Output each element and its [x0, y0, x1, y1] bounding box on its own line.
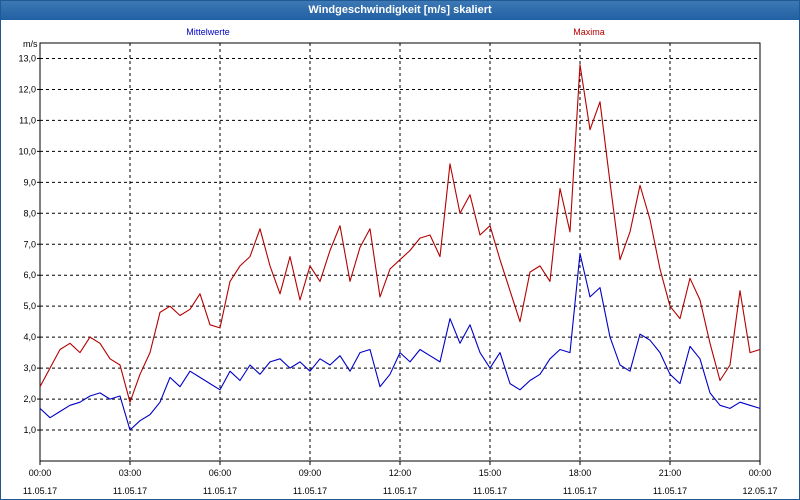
y-axis-label: m/s — [23, 39, 38, 49]
x-tick-date-label: 11.05.17 — [563, 486, 597, 496]
plot-border — [39, 42, 761, 462]
x-tick-date-label: 11.05.17 — [293, 486, 327, 496]
x-tick-time-label: 00:00 — [749, 468, 772, 478]
x-tick-time-label: 00:00 — [29, 468, 52, 478]
x-tick-time-label: 21:00 — [659, 468, 682, 478]
x-tick-date-label: 11.05.17 — [653, 486, 687, 496]
x-tick-time-label: 18:00 — [569, 468, 592, 478]
y-tick-label: 13,0 — [18, 53, 36, 63]
x-tick-time-label: 09:00 — [299, 468, 322, 478]
legend-mittelwerte: Mittelwerte — [186, 27, 230, 37]
y-tick-label: 6,0 — [23, 270, 36, 280]
x-tick-time-label: 06:00 — [209, 468, 232, 478]
series-line-maxima — [39, 64, 761, 403]
plot-frame — [37, 42, 761, 465]
x-tick-date-label: 11.05.17 — [473, 486, 507, 496]
series-line-mittelwerte — [39, 252, 761, 431]
y-tick-label: 5,0 — [23, 301, 36, 311]
y-tick-label: 12,0 — [18, 84, 36, 94]
grid-lines — [40, 43, 760, 461]
window-title: Windgeschwindigkeit [m/s] skaliert — [1, 1, 799, 20]
y-tick-label: 3,0 — [23, 363, 36, 373]
tick-labels: 1,0 2,0 3,0 4,0 5,0 6,0 7,0 8,0 9,0 10,0 11,0 12,0 1… — [18, 53, 777, 496]
x-tick-date-label: 11.05.17 — [113, 486, 147, 496]
y-tick-label: 4,0 — [23, 332, 36, 342]
x-tick-date-label: 11.05.17 — [203, 486, 237, 496]
x-tick-time-label: 15:00 — [479, 468, 502, 478]
y-tick-label: 10,0 — [18, 146, 36, 156]
x-tick-time-label: 03:00 — [119, 468, 142, 478]
x-tick-date-label: 12.05.17 — [742, 486, 777, 496]
y-tick-label: 9,0 — [23, 177, 36, 187]
x-tick-date-label: 11.05.17 — [23, 486, 57, 496]
y-tick-label: 8,0 — [23, 208, 36, 218]
x-tick-time-label: 12:00 — [389, 468, 412, 478]
y-tick-label: 2,0 — [23, 394, 36, 404]
chart-canvas: 1,0 2,0 3,0 4,0 5,0 6,0 7,0 8,0 9,0 10,0 11,0 12,0 1… — [18, 27, 777, 496]
x-tick-date-label: 11.05.17 — [383, 486, 417, 496]
y-tick-label: 7,0 — [23, 239, 36, 249]
y-tick-label: 11,0 — [19, 115, 36, 125]
series-lines — [39, 64, 761, 431]
legend-maxima: Maxima — [573, 27, 605, 37]
y-tick-label: 1,0 — [23, 425, 36, 435]
